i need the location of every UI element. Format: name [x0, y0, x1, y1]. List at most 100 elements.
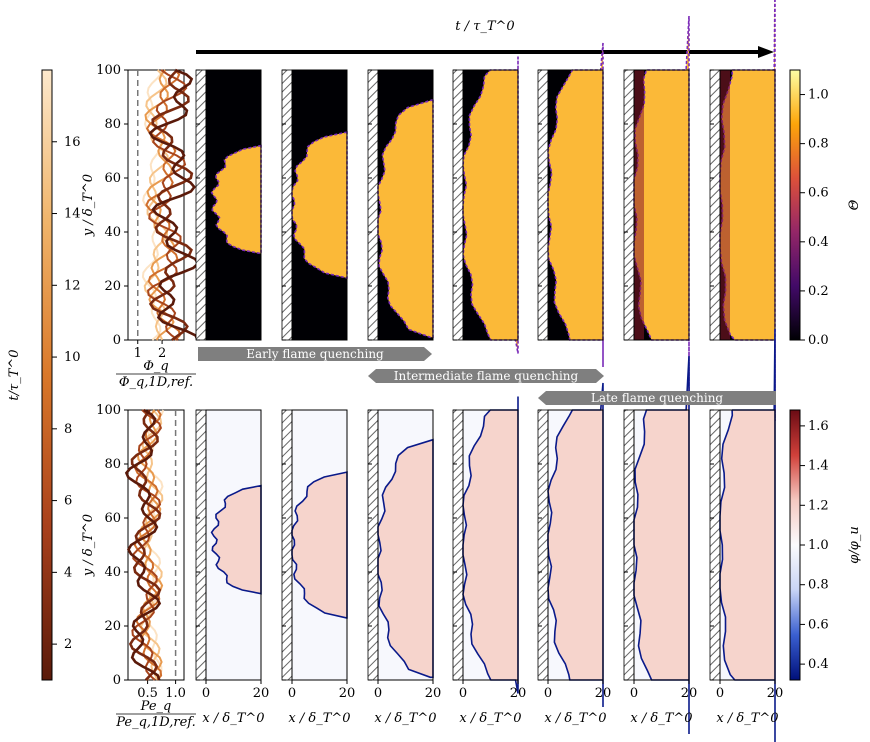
panel-frame	[462, 409, 519, 681]
colorbar-tick-label: 0.2	[808, 284, 829, 299]
theta-profile-plot: 0 20 40 60 80 100 y / δ_T^0 1 2Φ_qΦ_q,1D,ref.	[81, 63, 200, 390]
panel-x-tick-label: 20	[681, 686, 698, 701]
flame-region	[210, 484, 262, 595]
y-tick-label: 100	[96, 403, 121, 418]
wall-hatch	[623, 409, 635, 681]
colorbar-tick-label: 1.0	[808, 88, 829, 103]
phi-snapshot-panel: 0 20 x / δ_T^0	[367, 409, 442, 726]
panel-x-tick-label: 20	[253, 686, 270, 701]
profile-series-line	[148, 68, 200, 341]
wall-hatch	[367, 69, 379, 341]
theta-snapshot-panel	[537, 42, 604, 367]
panel-frame	[205, 69, 262, 341]
profile-series-line	[131, 409, 163, 681]
panel-x-tick-label: 0	[630, 686, 638, 701]
y-tick-label: 20	[104, 279, 121, 294]
colorbar-tick-label: 8	[64, 422, 72, 437]
wall-hatch	[195, 69, 207, 341]
y-tick-label: 100	[96, 63, 121, 78]
panel-x-tick-label: 0	[374, 686, 382, 701]
quenched-layer	[720, 70, 730, 340]
x-tick-label: 2	[158, 346, 166, 361]
theta-colorbar-label: Θ	[847, 199, 862, 210]
y-tick-label: 80	[104, 117, 121, 132]
panel-x-tick-label: 20	[425, 686, 442, 701]
colorbar-tick-label: 1.0	[808, 538, 829, 553]
theta-snapshot-panel	[623, 15, 690, 394]
profile-xlabel-numerator: Φ_q	[143, 359, 168, 374]
flame-region	[210, 144, 262, 255]
panel-x-tick-label: 20	[510, 686, 527, 701]
phase-label: Intermediate flame quenching	[394, 369, 579, 383]
colorbar-tick-label: 16	[64, 135, 81, 150]
colorbar-tick-label: 14	[64, 207, 81, 222]
wall-hatch	[281, 69, 293, 341]
phase-arrow-3: Late flame quenching	[538, 391, 776, 405]
panel-x-tick-label: 20	[339, 686, 356, 701]
phi-snapshot-panel: 0 20 x / δ_T^0	[537, 382, 612, 726]
theta-snapshot-panel	[367, 69, 434, 341]
colorbar-tick-label: 1.6	[808, 419, 829, 434]
panel-x-tick-label: 0	[288, 686, 296, 701]
colorbar-tick-label: 0.0	[808, 333, 829, 348]
panel-x-tick-label: 0	[716, 686, 724, 701]
colorbar-tick-label: 0.6	[808, 617, 829, 632]
panel-frame	[462, 69, 519, 341]
panel-frame	[633, 409, 690, 681]
flame-region	[462, 56, 519, 354]
wall-hatch	[537, 69, 549, 341]
phi-colorbar-label: φ/φ_u	[847, 526, 862, 563]
profile-xlabel-numerator: Pe_q	[140, 699, 172, 714]
y-tick-label: 40	[104, 225, 121, 240]
phi-colorbar: 0.4 0.6 0.8 1.0 1.2 1.4 1.6 φ/φ_u	[789, 409, 862, 681]
colorbar-tick-label: 4	[64, 565, 72, 580]
colorbar-tick-label: 12	[64, 278, 81, 293]
x-tick-label: 1.0	[165, 686, 186, 701]
profile-ylabel: y / δ_T^0	[81, 174, 96, 237]
wall-hatch	[623, 69, 635, 341]
profile-xlabel-denominator: Pe_q,1D,ref.	[115, 715, 196, 730]
colorbar-tick-label: 0.6	[808, 186, 829, 201]
wall-hatch	[195, 409, 207, 681]
wall-hatch	[452, 409, 464, 681]
flame-region	[291, 131, 348, 279]
panel-xlabel: x / δ_T^0	[288, 711, 350, 726]
panel-x-tick-label: 0	[202, 686, 210, 701]
panel-x-tick-label: 0	[544, 686, 552, 701]
theta-snapshot-panel	[281, 69, 348, 341]
quenched-layer	[634, 70, 644, 340]
time-arrow-label: t / τ_T^0	[455, 19, 514, 34]
y-tick-label: 60	[104, 511, 121, 526]
phase-arrow-shape	[538, 391, 776, 405]
time-colorbar: 2 4 6 8 10 12 14 16 t/τ_T^0	[7, 69, 81, 681]
colorbar-tick-label: 0.8	[808, 578, 829, 593]
time-colorbar-label: t/τ_T^0	[7, 349, 22, 400]
profile-xlabel-denominator: Φ_q,1D,ref.	[119, 375, 193, 390]
panel-frame	[205, 409, 262, 681]
panel-xlabel: x / δ_T^0	[459, 711, 521, 726]
colorbar-tick-label: 1.4	[808, 459, 829, 474]
profile-ylabel: y / δ_T^0	[81, 514, 96, 577]
panel-frame	[547, 69, 604, 341]
colorbar-tick-label: 6	[64, 494, 72, 509]
y-tick-label: 20	[104, 619, 121, 634]
theta-snapshot-panel	[195, 69, 262, 341]
panel-frame	[377, 69, 434, 341]
panel-x-tick-label: 20	[595, 686, 612, 701]
colorbar-tick-label: 0.4	[808, 235, 829, 250]
phi-snapshot-panel: 0 20 x / δ_T^0	[452, 396, 527, 726]
x-tick-label: 0.5	[137, 686, 158, 701]
profile-series-line	[124, 408, 162, 681]
profile-series-line	[148, 69, 194, 342]
pe-profile-plot: 0 20 40 60 80 100 y / δ_T^0 0.5 1.0Pe_qPe_q,1D,r…	[81, 403, 196, 730]
panel-xlabel: x / δ_T^0	[544, 711, 606, 726]
wall-hatch	[709, 69, 721, 341]
phase-arrow-2: Intermediate flame quenching	[368, 369, 604, 383]
wall-hatch	[367, 409, 379, 681]
panel-x-tick-label: 20	[767, 686, 784, 701]
panel-xlabel: x / δ_T^0	[202, 711, 264, 726]
phase-arrow-1: Early flame quenching	[198, 347, 432, 361]
panel-x-tick-label: 0	[459, 686, 467, 701]
panel-frame	[291, 409, 348, 681]
